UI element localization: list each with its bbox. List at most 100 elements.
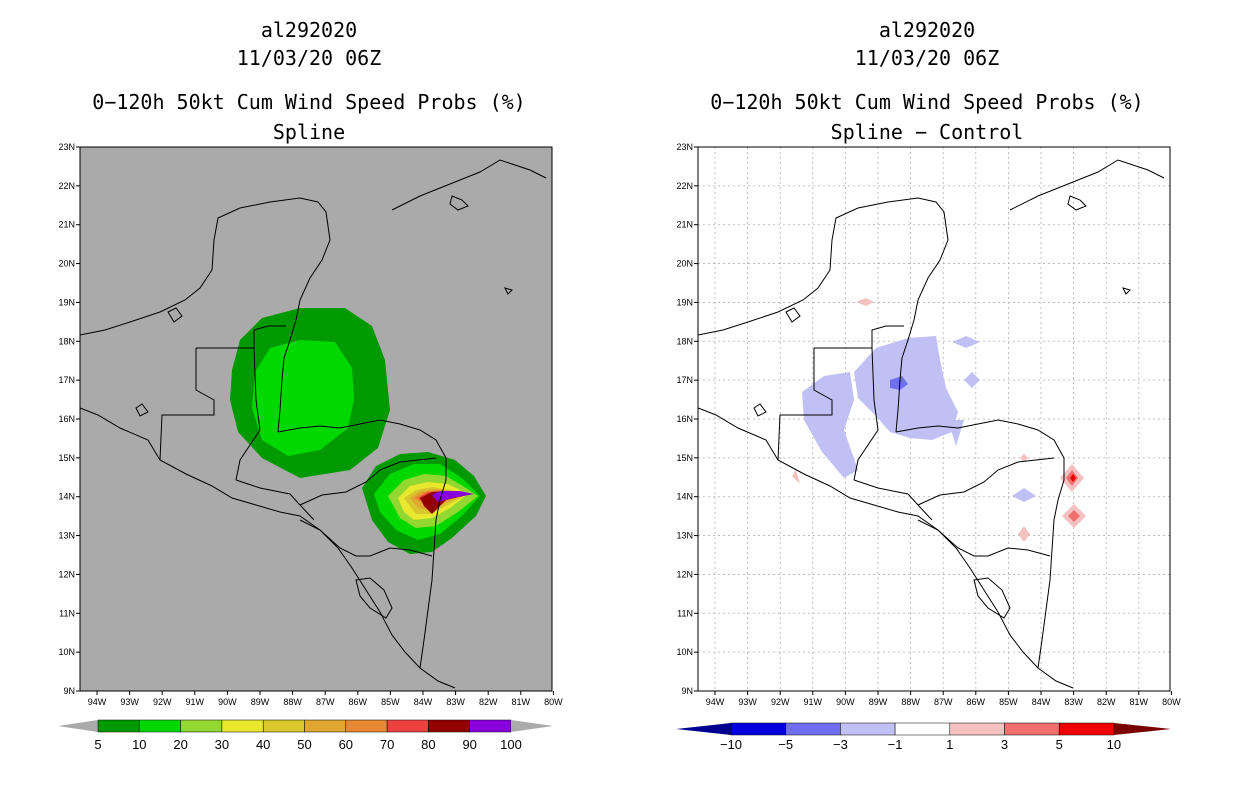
lon-tick-label: 91W — [804, 697, 823, 707]
lat-tick-label: 13N — [58, 531, 75, 541]
lon-tick-label: 81W — [1130, 697, 1149, 707]
coastline-segment — [135, 403, 149, 417]
lat-tick-label: 23N — [676, 142, 693, 152]
lon-tick-label: 87W — [316, 697, 335, 707]
left-colorbar-bin — [428, 719, 470, 733]
coastline-segment — [814, 325, 904, 349]
lon-tick-label: 87W — [934, 697, 953, 707]
coastline-segment — [698, 407, 1074, 689]
right-colorbar-bin — [894, 722, 951, 736]
left-colorbar-label: 40 — [256, 737, 270, 752]
diff-pos-patch-4 — [1018, 526, 1030, 542]
coastline-segment — [196, 325, 286, 349]
right-title-time: 11/03/20 06Z — [854, 46, 1000, 70]
lon-tick-label: 83W — [1064, 697, 1083, 707]
right-title-product: 0−120h 50kt Cum Wind Speed Probs (%) — [710, 90, 1144, 114]
lat-tick-label: 9N — [681, 686, 693, 696]
left-colorbar-bin — [221, 719, 264, 733]
right-colorbar-over — [1114, 723, 1171, 735]
diff-neg-patch-5 — [964, 372, 980, 388]
coastline-segment — [917, 519, 1051, 557]
right-map-svg: 23N22N21N20N19N18N17N16N15N14N13N12N11N1… — [676, 142, 1181, 752]
left-colorbar-bin — [139, 719, 181, 733]
coastline-segment — [299, 457, 437, 506]
coastline-segment — [1122, 287, 1131, 295]
coastline-segment — [1067, 195, 1087, 211]
lat-tick-label: 20N — [58, 259, 75, 269]
left-colorbar-bin — [304, 719, 347, 733]
coastline-segment — [159, 348, 215, 461]
left-colorbar-label: 60 — [339, 737, 353, 752]
coastline-segment — [753, 403, 767, 417]
lat-tick-label: 19N — [58, 297, 75, 307]
lat-tick-label: 17N — [676, 375, 693, 385]
lon-tick-label: 85W — [999, 697, 1018, 707]
right-colorbar-bin — [1058, 722, 1115, 736]
diff-pos-patch-core-3 — [1070, 474, 1076, 482]
diff-pos-patch-2 — [792, 470, 800, 484]
coastline-segment — [698, 197, 949, 433]
left-map-svg: 23N 22N 21N 20N 19N 18N 17N 16N 15N 14N 13N 12N 11N 1… — [58, 142, 563, 752]
lon-tick-label: 81W — [512, 697, 531, 707]
lat-tick-label: 12N — [676, 569, 693, 579]
right-colorbar-bin — [840, 722, 896, 736]
left-colorbar-under — [58, 720, 98, 732]
coastline-segment — [391, 159, 547, 211]
left-colorbar-bin — [386, 719, 429, 733]
prob-contour-80 — [420, 491, 472, 514]
lat-tick-label: 18N — [676, 336, 693, 346]
prob-contour-90 — [432, 491, 474, 502]
coastline-segment — [299, 519, 433, 557]
left-colorbar-label: 10 — [132, 737, 146, 752]
lat-tick-label: 12N — [58, 569, 75, 579]
left-colorbar-label: 70 — [380, 737, 394, 752]
diff-pos-patch-core-2 — [1068, 510, 1080, 522]
left-colorbar-label: 80 — [421, 737, 435, 752]
left-colorbar-label: 5 — [94, 737, 101, 752]
left-colorbar-label: 20 — [173, 737, 187, 752]
lon-tick-label: 92W — [771, 697, 790, 707]
coastline-segment — [1009, 159, 1165, 211]
right-colorbar-under — [676, 723, 731, 735]
lat-tick-label: 15N — [58, 453, 75, 463]
right-colorbar-label: 5 — [1056, 737, 1063, 752]
right-colorbar — [676, 722, 1171, 736]
left-title-product: 0−120h 50kt Cum Wind Speed Probs (%) — [92, 90, 526, 114]
left-title-method: Spline — [272, 120, 346, 144]
left-colorbar-label: 90 — [462, 737, 476, 752]
diff-neg-patch-4 — [952, 336, 980, 348]
lon-tick-label: 90W — [218, 697, 237, 707]
lon-tick-label: 89W — [869, 697, 888, 707]
lon-tick-label: 85W — [381, 697, 400, 707]
left-title-storm: al292020 — [260, 18, 358, 42]
lon-tick-label: 93W — [120, 697, 139, 707]
right-coastlines — [698, 159, 1165, 689]
lon-tick-label: 91W — [186, 697, 205, 707]
coastline-segment — [777, 348, 833, 461]
right-colorbar-label: 3 — [1001, 737, 1008, 752]
diff-neg-patch-3 — [948, 420, 964, 446]
lat-tick-label: 14N — [58, 492, 75, 502]
diff-pos-patch-1 — [856, 298, 874, 306]
right-colorbar-label: −5 — [778, 737, 793, 752]
right-colorbar-label: 1 — [946, 737, 953, 752]
lon-tick-label: 94W — [88, 697, 107, 707]
lat-tick-label: 11N — [59, 608, 75, 618]
coastline-segment — [895, 419, 1065, 669]
lon-tick-label: 82W — [1097, 697, 1116, 707]
coastline-segment — [853, 479, 933, 521]
right-title-storm: al292020 — [878, 18, 976, 42]
lon-tick-label: 88W — [901, 697, 920, 707]
lon-tick-label: 86W — [967, 697, 986, 707]
right-title-method: Spline − Control — [830, 120, 1024, 144]
left-coastlines — [80, 159, 547, 689]
left-colorbar-label: 100 — [500, 737, 522, 752]
lon-tick-label: 84W — [414, 697, 433, 707]
left-colorbar-over — [511, 720, 553, 732]
lon-tick-label: 86W — [349, 697, 368, 707]
lat-tick-label: 17N — [58, 375, 75, 385]
lat-tick-label: 21N — [676, 220, 693, 230]
diff-neg-patch-2 — [854, 336, 958, 440]
left-colorbar-bin — [262, 719, 305, 733]
lat-tick-label: 13N — [676, 531, 693, 541]
